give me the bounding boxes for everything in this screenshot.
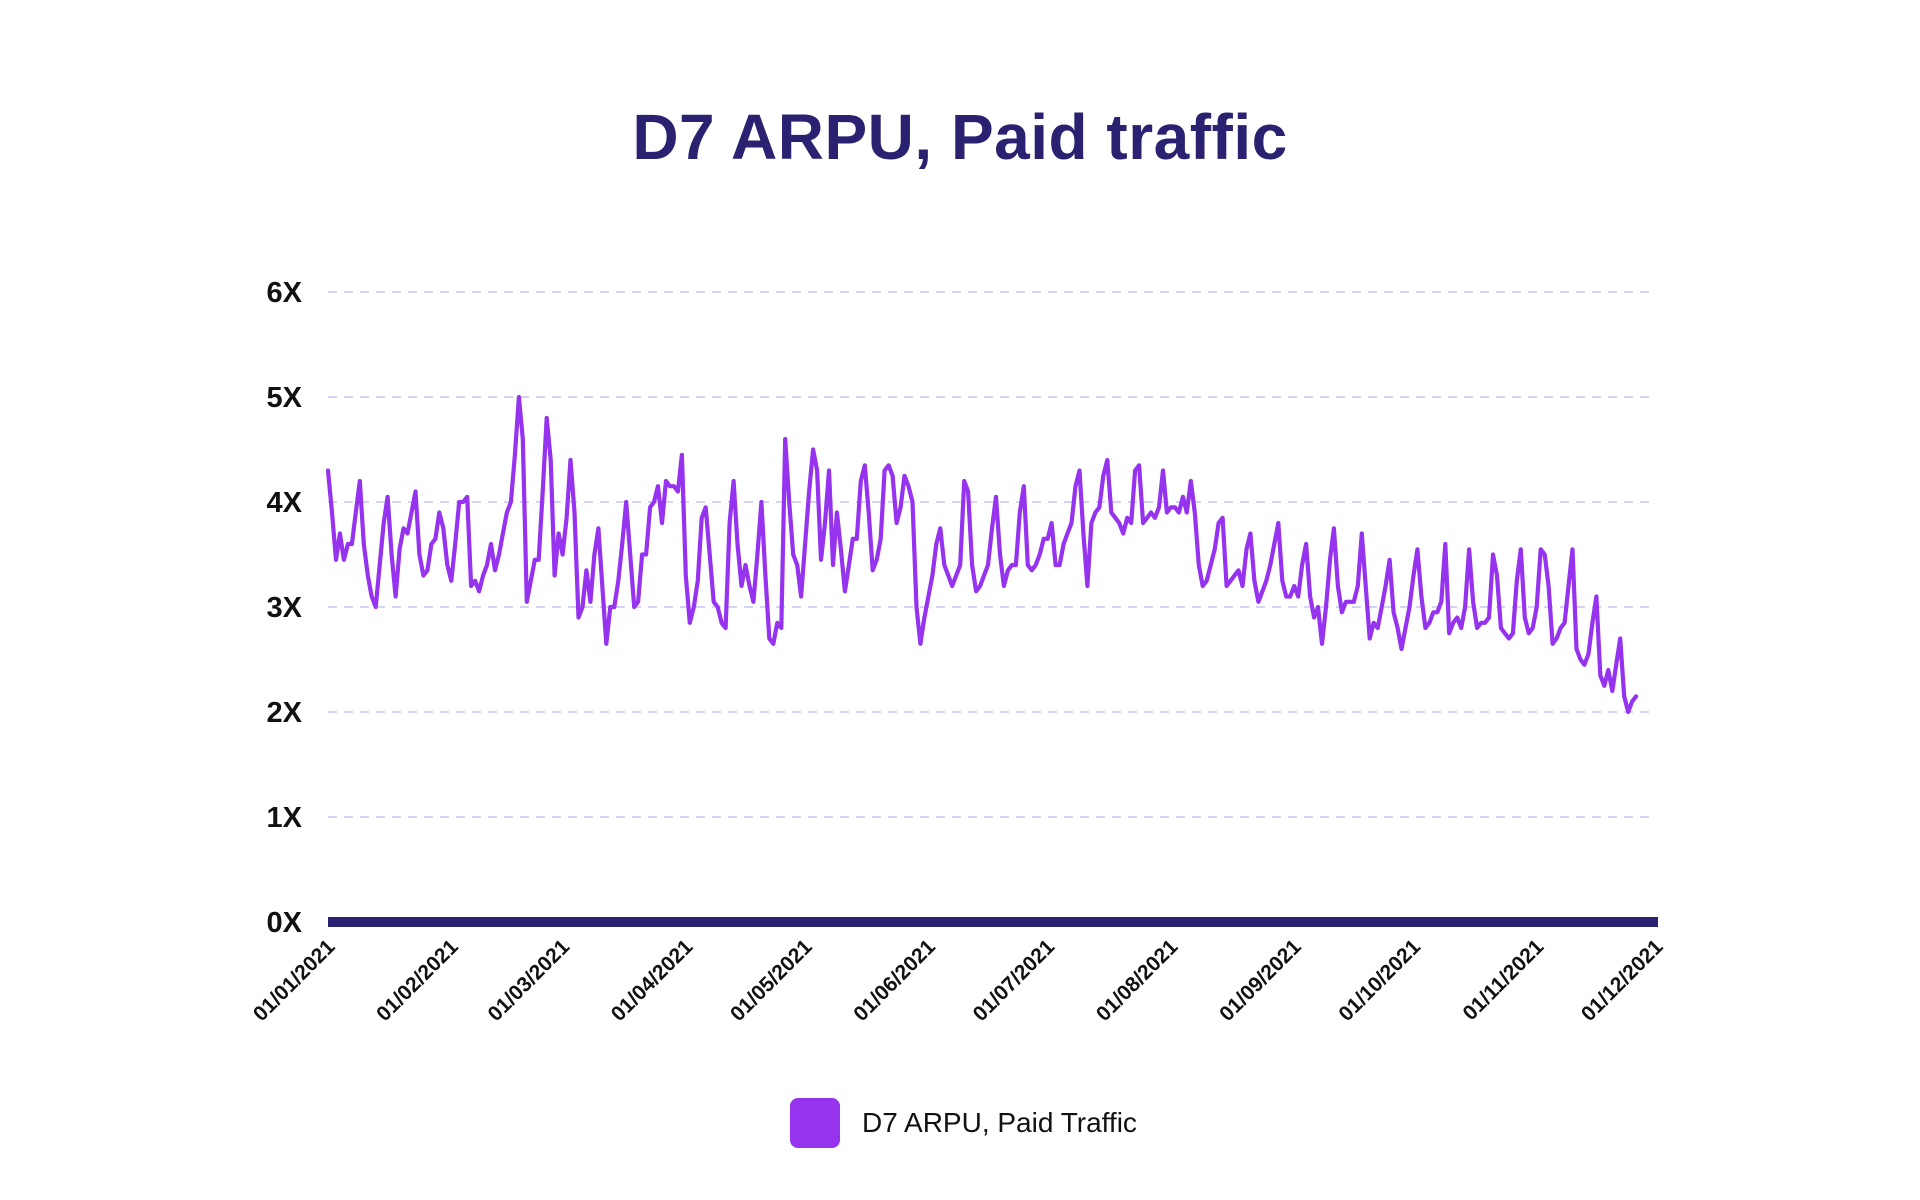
x-tick-label: 01/03/2021 <box>484 935 575 1026</box>
y-tick-label: 0X <box>267 907 303 939</box>
x-tick-label: 01/11/2021 <box>1458 935 1548 1025</box>
x-tick-label: 01/12/2021 <box>1577 935 1668 1026</box>
legend-swatch <box>790 1098 840 1148</box>
x-tick-label: 01/07/2021 <box>969 935 1060 1026</box>
series-layer <box>325 394 1639 715</box>
x-tick-label: 01/02/2021 <box>372 935 463 1026</box>
legend-label: D7 ARPU, Paid Traffic <box>862 1107 1137 1138</box>
series-line-d7-arpu <box>325 394 1639 715</box>
y-tick-label: 3X <box>267 592 303 624</box>
y-tick-label: 1X <box>267 802 303 834</box>
x-tick-label: 01/10/2021 <box>1334 935 1425 1026</box>
legend: D7 ARPU, Paid Traffic <box>790 1098 1137 1148</box>
grid-lines <box>328 291 1656 818</box>
x-tick-label: 01/09/2021 <box>1215 935 1306 1026</box>
x-tick-label: 01/08/2021 <box>1092 935 1183 1026</box>
y-axis-ticks: 0X 1X 2X 3X 4X 5X 6X <box>267 277 303 939</box>
chart-title: D7 ARPU, Paid traffic <box>632 101 1288 173</box>
y-tick-label: 4X <box>267 487 303 519</box>
y-tick-label: 5X <box>267 382 303 414</box>
x-tick-label: 01/05/2021 <box>726 935 817 1026</box>
x-tick-label: 01/01/2021 <box>249 935 340 1026</box>
x-tick-label: 01/06/2021 <box>849 935 940 1026</box>
x-axis-ticks: 01/01/2021 01/02/2021 01/03/2021 01/04/2021… <box>249 935 1668 1026</box>
x-tick-label: 01/04/2021 <box>607 935 698 1026</box>
y-tick-label: 2X <box>267 697 303 729</box>
y-tick-label: 6X <box>267 277 303 309</box>
